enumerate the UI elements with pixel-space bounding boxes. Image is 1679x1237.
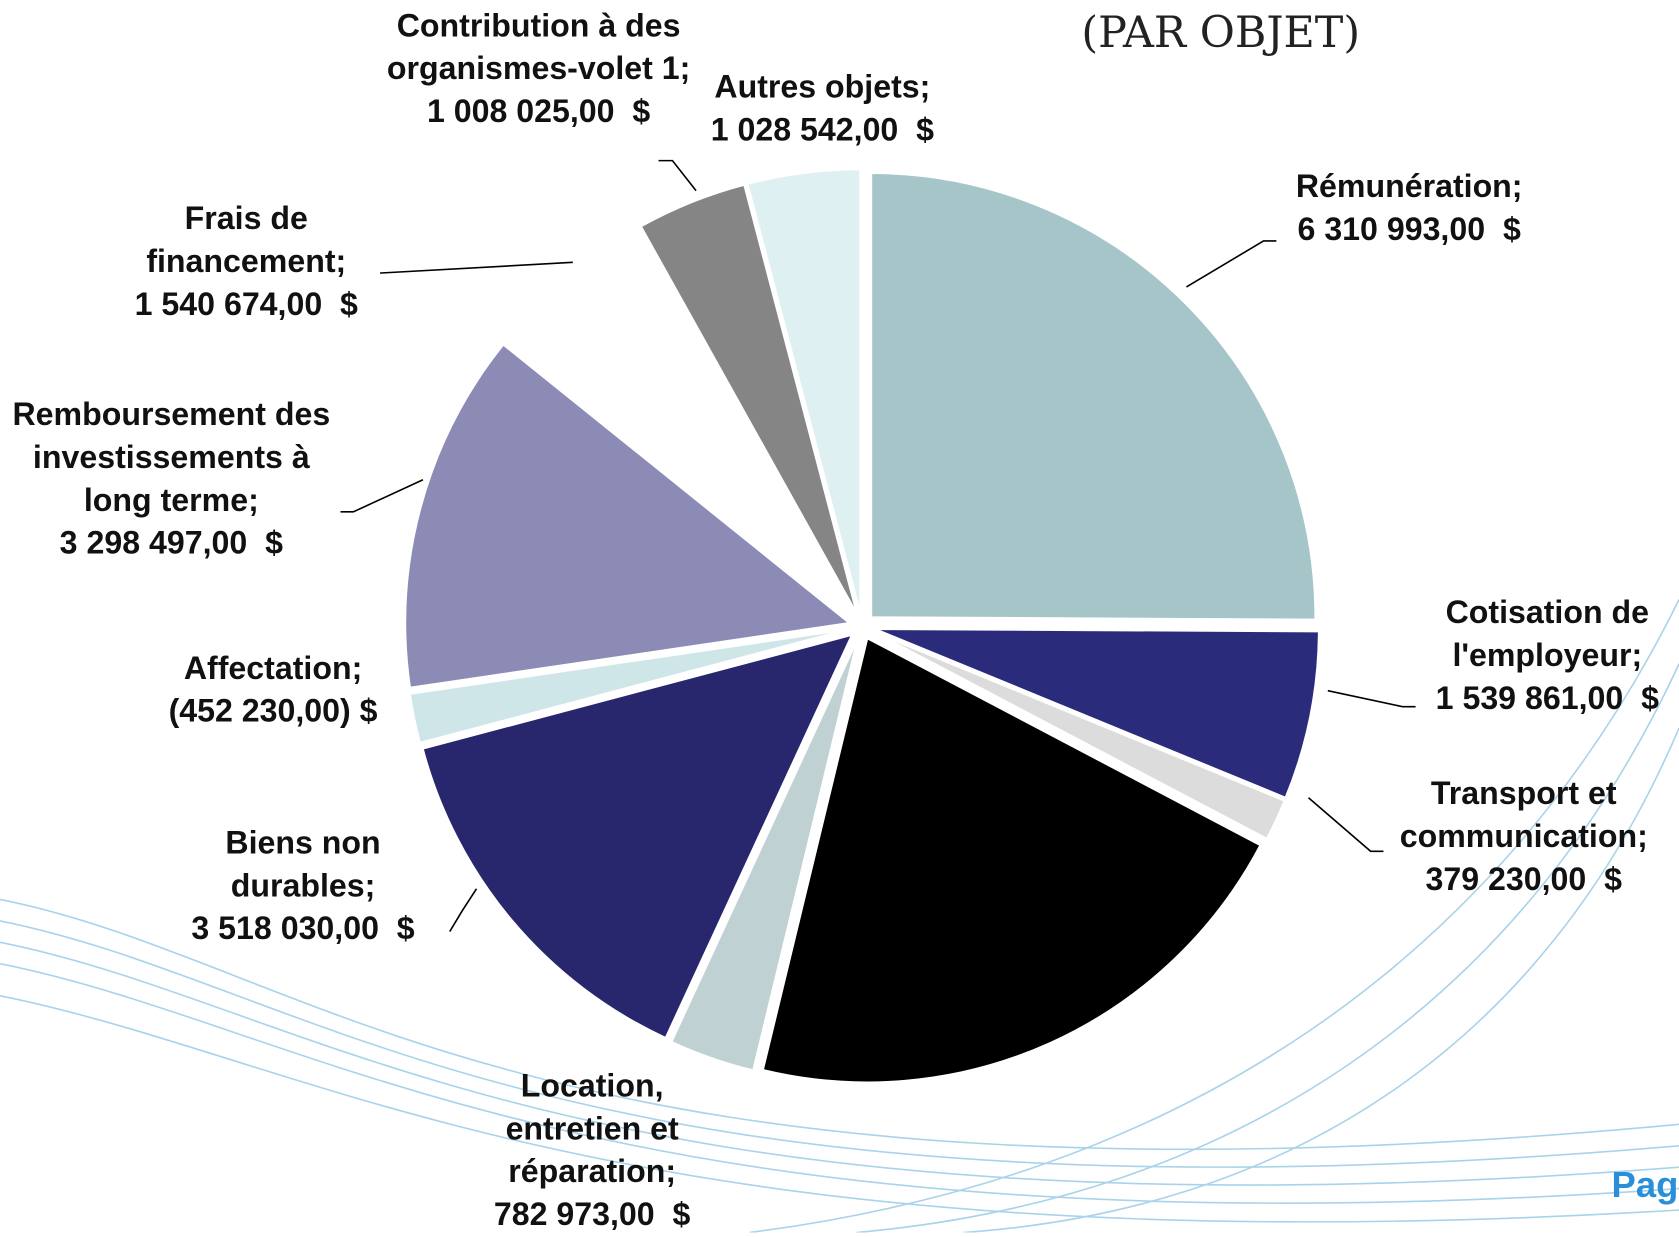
data-label: Remboursement des investissements à long… [5, 394, 337, 565]
category-label: Autres objets; [714, 70, 930, 105]
value-label: 379 230,00 $ [1425, 862, 1622, 897]
category-label: Frais de financement; [146, 201, 346, 279]
category-label: Contribution à des organismes-volet 1; [387, 9, 690, 87]
data-label: Biens non durables; 3 518 030,00 $ [164, 822, 442, 950]
value-label: 1 539 861,00 $ [1436, 681, 1659, 716]
page: (PAR OBJET) Pag Rémunération; 6 310 993,0… [0, 0, 1679, 1232]
data-label: Frais de financement; 1 540 674,00 $ [107, 198, 385, 326]
slices [405, 169, 1319, 1082]
category-label: Cotisation de l'employeur; [1446, 595, 1658, 673]
chart-title: (PAR OBJET) [1017, 9, 1424, 58]
category-label: Biens non durables; [225, 826, 389, 904]
data-label: Transport et communication; 379 230,00 $ [1374, 773, 1674, 901]
category-label: Rémunération; [1296, 169, 1523, 204]
value-label: 6 310 993,00 $ [1298, 212, 1521, 247]
value-label: 1 008 025,00 $ [427, 94, 650, 129]
value-label: 782 973,00 $ [494, 1197, 691, 1232]
category-label: Transport et communication; [1400, 776, 1648, 854]
data-label: Autres objets; 1 028 542,00 $ [683, 66, 961, 152]
category-label: Location, entretien et réparation; [506, 1069, 688, 1190]
data-label: Contribution à des organismes-volet 1; 1 … [383, 5, 694, 133]
category-label: Affectation; [184, 651, 362, 686]
chart: (PAR OBJET) Pag Rémunération; 6 310 993,0… [0, 0, 1679, 1232]
data-label: Rémunération; 6 310 993,00 $ [1249, 166, 1570, 252]
category-label: Remboursement des investissements à long… [12, 397, 339, 518]
page-footer: Pag [1612, 1165, 1679, 1207]
data-label: Location, entretien et réparation; 782 97… [469, 1065, 715, 1236]
value-label: 3 298 497,00 $ [60, 526, 283, 561]
data-label: Cotisation de l'employeur; 1 539 861,00 $ [1408, 592, 1679, 720]
data-label: Affectation; (452 230,00) $ [134, 648, 412, 734]
value-label: 1 028 542,00 $ [711, 112, 934, 147]
value-label: 3 518 030,00 $ [191, 911, 414, 946]
value-label: (452 230,00) $ [169, 694, 378, 729]
value-label: 1 540 674,00 $ [135, 287, 358, 322]
